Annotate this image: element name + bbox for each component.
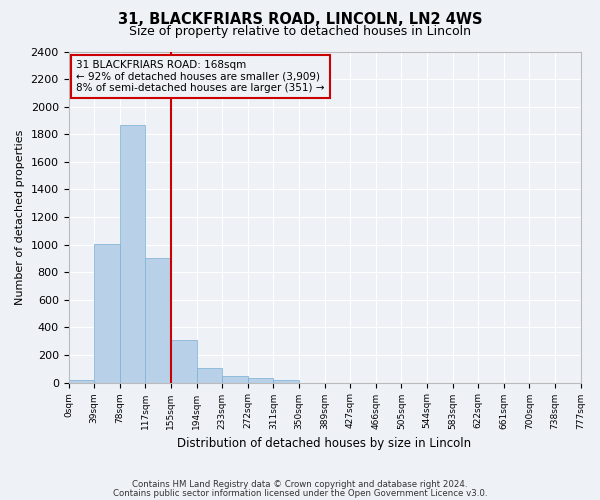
Bar [248, 378, 274, 382]
Bar [222, 376, 248, 382]
Text: Size of property relative to detached houses in Lincoln: Size of property relative to detached ho… [129, 25, 471, 38]
Bar [145, 258, 171, 382]
Bar [171, 340, 197, 382]
Bar [197, 368, 222, 382]
Bar [68, 380, 94, 382]
Bar [120, 124, 145, 382]
Text: 31, BLACKFRIARS ROAD, LINCOLN, LN2 4WS: 31, BLACKFRIARS ROAD, LINCOLN, LN2 4WS [118, 12, 482, 28]
Text: 31 BLACKFRIARS ROAD: 168sqm
← 92% of detached houses are smaller (3,909)
8% of s: 31 BLACKFRIARS ROAD: 168sqm ← 92% of det… [76, 60, 325, 93]
Text: Contains public sector information licensed under the Open Government Licence v3: Contains public sector information licen… [113, 489, 487, 498]
Text: Contains HM Land Registry data © Crown copyright and database right 2024.: Contains HM Land Registry data © Crown c… [132, 480, 468, 489]
Y-axis label: Number of detached properties: Number of detached properties [15, 130, 25, 304]
Bar [94, 244, 120, 382]
X-axis label: Distribution of detached houses by size in Lincoln: Distribution of detached houses by size … [178, 437, 472, 450]
Bar [274, 380, 299, 382]
